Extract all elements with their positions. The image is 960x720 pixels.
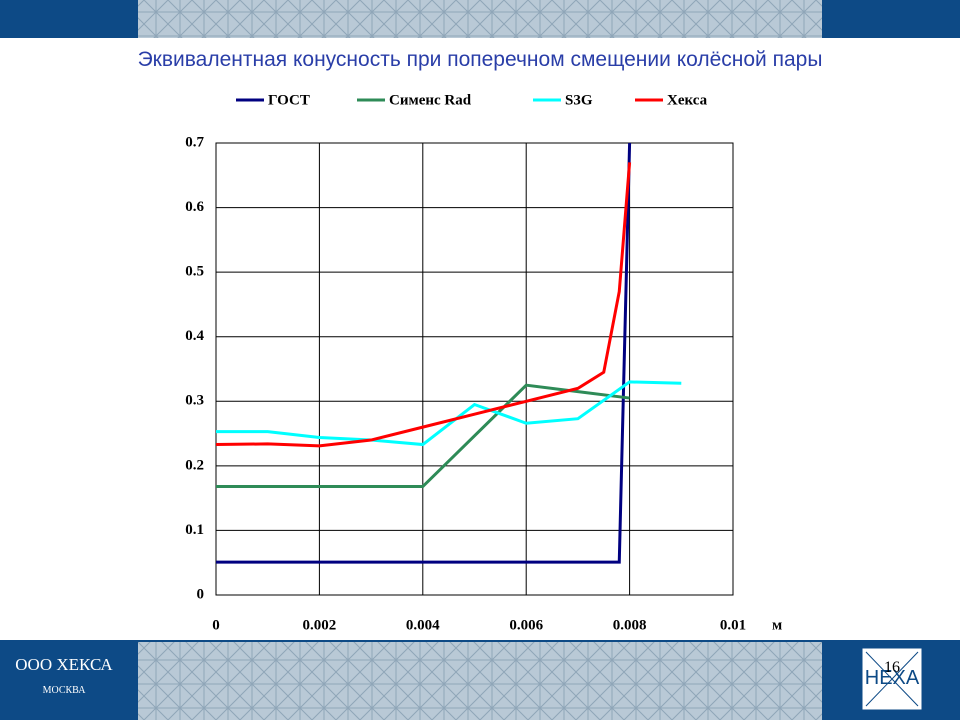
series-line: [216, 383, 630, 489]
x-tick-label: 0.002: [303, 617, 337, 633]
x-tick-label: 0.01: [720, 617, 746, 633]
logo-lines: [865, 651, 919, 707]
page-number: 16: [884, 659, 900, 676]
y-tick-label: 0.5: [185, 264, 204, 280]
legend-label: S3G: [565, 92, 593, 108]
company: ООО ХЕКСА: [15, 655, 113, 674]
city: МОСКВА: [43, 685, 87, 696]
x-axis-label: м: [772, 617, 782, 633]
bottom-image: [138, 642, 822, 720]
y-tick-label: 0.6: [185, 199, 204, 215]
series-line: [215, 162, 632, 448]
series-line: [216, 142, 632, 564]
logo: HEXA: [865, 667, 920, 689]
y-tick-label: 0.1: [185, 522, 204, 538]
y-tick-label: 0.2: [185, 457, 204, 473]
chart-title: Эквивалентная конусность при поперечном …: [138, 48, 823, 71]
top-image: [138, 0, 822, 38]
x-tick-label: 0.004: [406, 617, 440, 633]
y-tick-label: 0.3: [185, 393, 204, 409]
y-tick-label: 0.4: [185, 328, 204, 344]
x-tick-label: 0: [212, 617, 220, 633]
legend-label: Сименс Rad: [389, 92, 472, 108]
legend-label: ГОСТ: [268, 92, 310, 108]
plot-area: [215, 142, 734, 596]
x-tick-label: 0.006: [509, 617, 543, 633]
x-tick-label: 0.008: [613, 617, 647, 633]
y-tick-label: 0.7: [185, 134, 204, 150]
series-line: [216, 380, 682, 447]
legend-label: Хекса: [667, 92, 708, 108]
y-tick-label: 0: [197, 586, 205, 602]
